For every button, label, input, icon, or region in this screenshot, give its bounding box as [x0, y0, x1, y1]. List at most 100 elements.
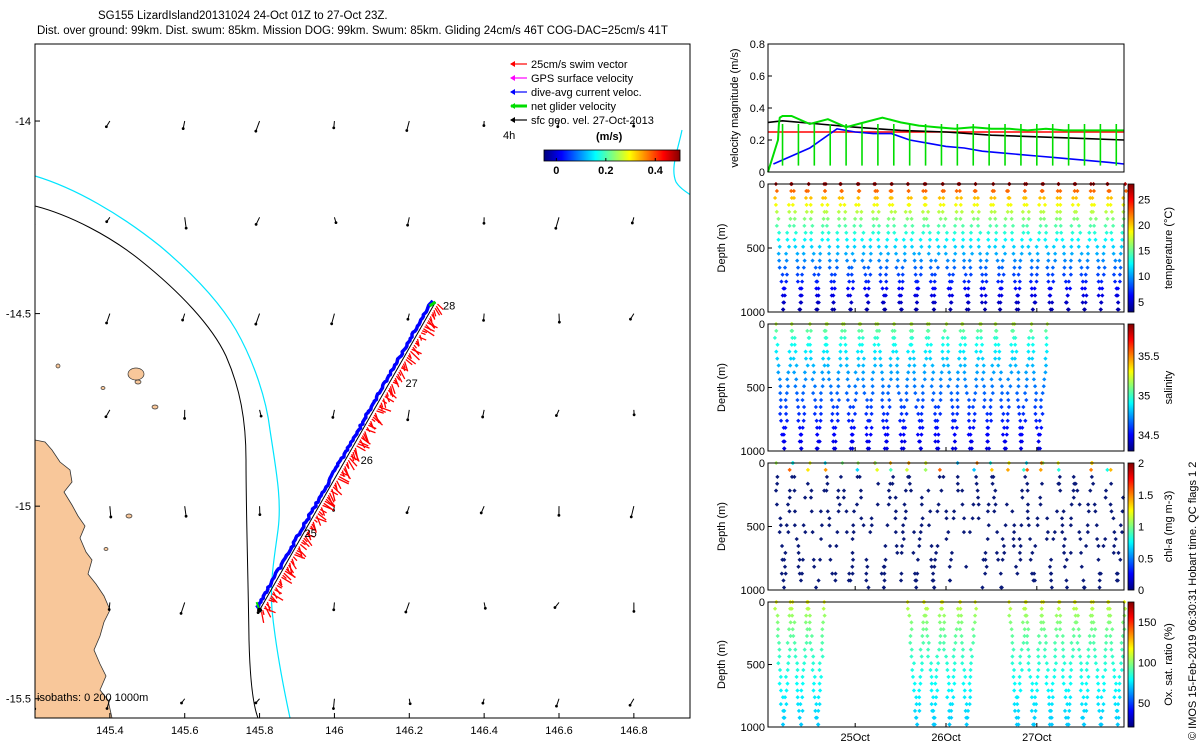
map-colorbar-seg-52: [596, 150, 598, 161]
profile-ylabel-2: Depth (m): [716, 363, 728, 412]
profile-point-3-7-7-1: [903, 509, 909, 514]
profile-point-1-6-7-0: [876, 230, 881, 235]
profile-point-2-15-2-0: [1030, 335, 1036, 340]
profile-point-1-11-12-0: [961, 265, 967, 270]
profile-point-4-18-15-0: [1079, 701, 1085, 707]
profile-point-4-18-12-1: [1084, 681, 1089, 686]
profile-point-1-8-3-0: [907, 202, 912, 208]
profile-point-1-14-8-1: [1019, 237, 1025, 242]
profile-point-1-7-9-0: [892, 244, 898, 249]
profile-colorbar-seg-4-105: [1128, 621, 1134, 623]
profile-point-4-2-17-1: [813, 715, 819, 720]
profile-colorbar-seg-2-38: [1128, 412, 1134, 414]
profile-colorbar-seg-1-103: [1128, 208, 1134, 210]
profile-point-1-15-12-0: [1029, 265, 1034, 270]
profile-point-4-19-16-0: [1097, 708, 1102, 714]
profile-colorbar-seg-1-102: [1128, 209, 1134, 211]
swim-vector-35: [302, 539, 310, 548]
swim-vector-51: [320, 507, 326, 516]
swim-vector-102: [380, 402, 384, 408]
profile-point-1-0-17-1: [781, 300, 787, 305]
legend-item-0: 25cm/s swim vector: [531, 59, 628, 71]
profile-point-2-11-5-1: [976, 356, 981, 361]
profile-point-1-6-4-1: [889, 209, 894, 214]
swim-vector-148: [434, 307, 441, 316]
profile-yticklabel-1-1: 500: [747, 243, 765, 255]
profile-point-4-19-6-0: [1091, 640, 1096, 645]
profile-point-4-2-10-1: [817, 667, 822, 673]
profile-point-2-6-18-0: [882, 446, 887, 451]
profile-point-1-15-2-0: [1023, 195, 1028, 201]
profile-point-3-13-16-1: [998, 571, 1003, 576]
profile-point-1-6-13-1: [883, 272, 889, 277]
profile-point-3-2-4-1: [822, 488, 827, 493]
profile-point-2-15-10-1: [1040, 391, 1045, 396]
profile-colorbar-seg-1-55: [1128, 256, 1134, 258]
profile-point-4-15-4-0: [1026, 627, 1031, 632]
profile-point-3-12-7-1: [985, 509, 991, 514]
profile-colorbar-seg-3-28: [1128, 561, 1134, 563]
profile-point-2-3-13-0: [830, 411, 835, 417]
profile-point-3-7-10-1: [900, 530, 905, 535]
profile-point-3-20-7-0: [1109, 509, 1114, 514]
profile-point-4-17-8-0: [1061, 654, 1066, 659]
profile-point-4-2-6-0: [808, 640, 813, 645]
profile-point-2-13-7-0: [998, 370, 1004, 375]
profile-point-3-13-7-0: [992, 509, 997, 514]
profile-point-1-20-8-1: [1120, 237, 1125, 242]
profile-point-4-9-15-1: [933, 701, 938, 707]
profile-point-3-7-5-0: [893, 495, 898, 500]
profile-point-1-20-16-1: [1115, 293, 1120, 298]
profile-colorbar-seg-4-52: [1128, 674, 1134, 676]
profile-colorbar-seg-4-122: [1128, 604, 1134, 606]
profile-colorbar-seg-3-103: [1128, 486, 1134, 488]
profile-point-3-17-14-0: [1064, 557, 1069, 562]
profile-point-4-15-14-0: [1029, 695, 1035, 700]
profile-point-3-0-15-1: [782, 564, 788, 569]
profile-colorbar-seg-2-87: [1128, 363, 1134, 365]
profile-colorbar-seg-3-114: [1128, 475, 1134, 477]
profile-point-2-7-17-1: [902, 439, 907, 444]
profile-point-2-13-1-0: [993, 328, 999, 334]
profile-colorbar-seg-2-97: [1128, 353, 1134, 355]
profile-point-3-3-8-0: [827, 516, 832, 521]
profile-colorbar-seg-4-19: [1128, 707, 1134, 709]
profile-colorbar-seg-3-68: [1128, 521, 1134, 523]
map-colorbar-seg-9: [553, 150, 555, 161]
profile-point-1-10-13-1: [950, 272, 956, 277]
profile-colorbar-seg-2-14: [1128, 436, 1134, 438]
profile-point-2-13-15-1: [1005, 425, 1010, 430]
profile-point-2-15-14-0: [1034, 418, 1039, 423]
profile-point-2-5-4-1: [872, 349, 878, 354]
profile-point-1-19-5-1: [1105, 216, 1110, 221]
profile-point-4-20-14-1: [1117, 695, 1122, 700]
profile-point-2-12-4-1: [993, 349, 998, 354]
profile-point-4-10-18-1: [947, 722, 952, 727]
profile-point-1-2-12-0: [813, 265, 818, 270]
profile-point-1-15-15-0: [1029, 286, 1034, 291]
profile-point-1-7-7-0: [892, 230, 897, 235]
profile-point-1-15-11-1: [1035, 258, 1041, 263]
profile-point-4-19-5-0: [1091, 633, 1097, 639]
profile-colorbar-seg-2-56: [1128, 394, 1134, 396]
profile-colorbar-seg-4-85: [1128, 641, 1134, 643]
profile-point-3-8-5-1: [919, 495, 924, 500]
profile-point-2-14-15-0: [1017, 425, 1023, 430]
profile-point-1-15-17-1: [1033, 300, 1038, 305]
profile-colorbar-seg-3-14: [1128, 575, 1134, 577]
profile-point-2-13-5-0: [997, 356, 1002, 361]
profile-point-3-3-7-0: [825, 509, 830, 514]
profile-point-4-19-8-1: [1102, 654, 1108, 659]
profile-point-4-10-5-1: [953, 633, 958, 639]
profile-colorbar-seg-2-36: [1128, 414, 1134, 416]
profile-colorbar-seg-4-36: [1128, 690, 1134, 692]
profile-colorbar-seg-3-78: [1128, 511, 1134, 513]
profile-point-3-9-14-1: [932, 557, 938, 562]
profile-point-3-1-10-1: [803, 530, 808, 535]
profile-point-1-20-1-1: [1123, 188, 1129, 194]
profile-point-3-14-12-1: [1018, 543, 1023, 549]
profile-point-2-6-15-1: [885, 425, 890, 430]
map-colorbar-seg-112: [656, 150, 658, 161]
profile-point-2-10-4-0: [946, 349, 951, 354]
profile-point-1-17-6-0: [1058, 223, 1063, 228]
